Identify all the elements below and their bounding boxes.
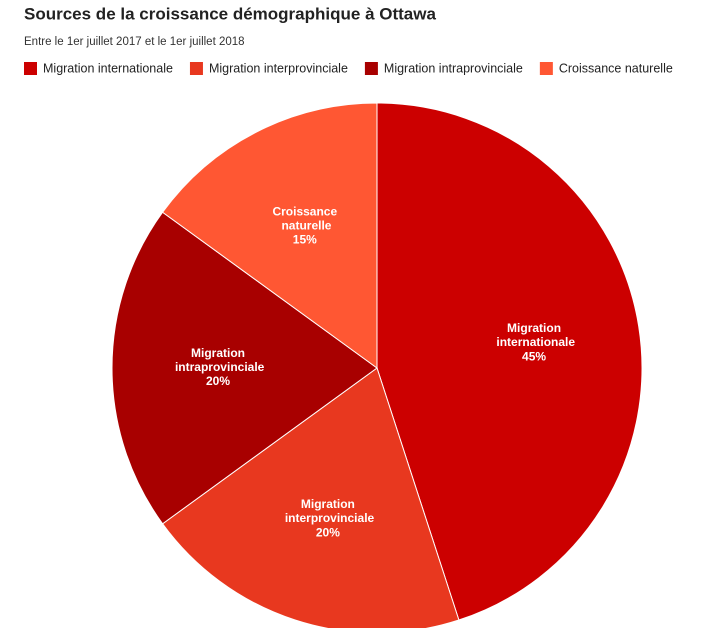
pie-slice	[376, 102, 643, 621]
slice-label: Croissance naturelle	[272, 205, 337, 233]
slice-label: Migration interprovinciale	[282, 497, 375, 525]
legend: Migration internationale Migration interp…	[24, 61, 673, 75]
legend-swatch	[539, 62, 553, 75]
pie-slice	[161, 367, 460, 628]
chart-title: Sources de la croissance démographique à…	[24, 4, 436, 23]
slice-value-label: 20%	[206, 374, 230, 388]
pie-slice	[161, 102, 378, 369]
legend-label: Croissance naturelle	[559, 61, 673, 75]
chart-subtitle: Entre le 1er juillet 2017 et le 1er juil…	[24, 36, 245, 48]
legend-swatch	[189, 62, 203, 75]
slice-value-label: 15%	[293, 233, 317, 247]
legend-swatch	[364, 62, 378, 75]
legend-label: Migration internationale	[43, 61, 173, 75]
slice-label: Migration internationale	[493, 321, 575, 349]
slice-value-label: 20%	[316, 525, 340, 539]
legend-label: Migration intraprovinciale	[384, 61, 523, 75]
slice-label: Migration intraprovinciale	[172, 346, 265, 374]
pie-slice	[111, 211, 378, 525]
legend-swatch	[24, 62, 37, 75]
slice-value-label: 45%	[522, 349, 546, 363]
legend-label: Migration interprovinciale	[209, 61, 348, 75]
